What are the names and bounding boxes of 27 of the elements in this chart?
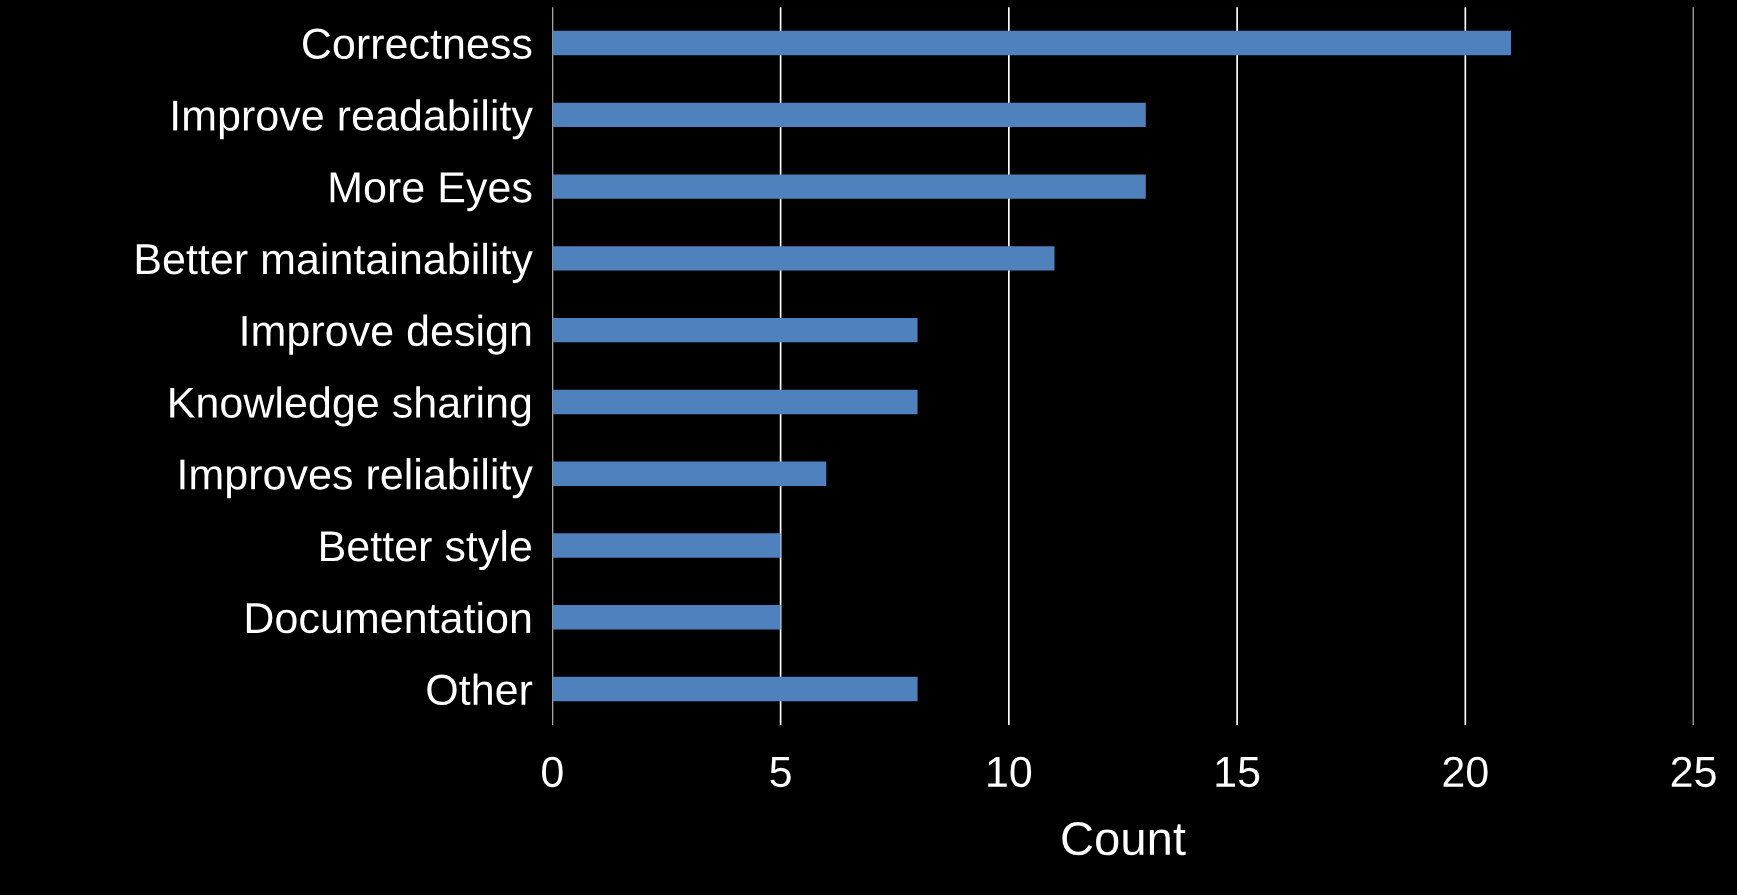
y-tick-label: Improves reliability — [180, 458, 533, 499]
bar — [552, 102, 1146, 128]
x-axis-title: Count — [1062, 821, 1186, 856]
x-tick-label: 20 — [1443, 756, 1488, 788]
x-tick-label: 10 — [988, 756, 1032, 788]
y-tick-label: Correctness — [303, 28, 532, 60]
y-tick-label: Better style — [321, 529, 532, 571]
y-tick-label: Knowledge sharing — [170, 386, 531, 427]
bar — [552, 174, 1146, 199]
bar — [552, 605, 781, 630]
y-tick-label: Improve design — [242, 314, 531, 355]
bar — [552, 461, 827, 486]
bar — [552, 389, 918, 415]
y-tick-label: Documentation — [246, 601, 531, 634]
y-tick-label: Other — [427, 673, 533, 706]
y-tick-label: Better maintainability — [136, 242, 533, 283]
x-tick-label: 25 — [1671, 756, 1716, 788]
x-tick-label: 5 — [770, 757, 791, 788]
y-tick-label: More Eyes — [330, 172, 532, 212]
bar — [552, 30, 1511, 56]
bar — [552, 533, 781, 558]
x-tick-label: 0 — [542, 756, 563, 788]
bar — [552, 317, 918, 343]
y-tick-label: Improve readability — [173, 99, 533, 140]
bar — [552, 676, 918, 702]
x-tick-label: 15 — [1216, 757, 1260, 788]
bar — [552, 246, 1055, 271]
